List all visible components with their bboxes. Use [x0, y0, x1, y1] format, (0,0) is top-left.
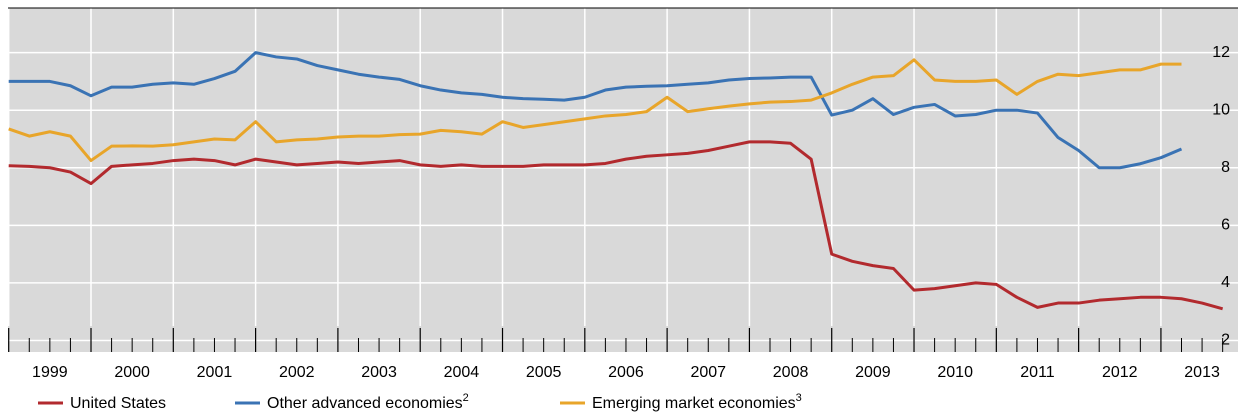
x-tick-label: 2011	[1020, 364, 1055, 381]
x-tick-label: 2008	[773, 364, 809, 381]
y-tick-label: 8	[1221, 159, 1230, 176]
legend-label: Emerging market economies3	[592, 392, 802, 412]
legend-superscript: 2	[463, 392, 469, 404]
series-line	[8, 51, 1183, 170]
y-tick-label: 4	[1221, 274, 1230, 291]
y-tick-label: 2	[1221, 332, 1230, 349]
plot-area	[8, 8, 1238, 352]
x-tick-label: 2000	[114, 364, 150, 381]
series-line	[8, 140, 1224, 311]
legend-superscript: 3	[796, 392, 802, 404]
x-tick-label: 2005	[526, 364, 562, 381]
legend-name: Emerging market economies	[592, 395, 796, 412]
x-tick-label: 2010	[937, 364, 973, 381]
x-tick-label: 2001	[197, 364, 233, 381]
x-tick-label: 2004	[444, 364, 480, 381]
series-line	[8, 58, 1182, 163]
legend-label: Other advanced economies2	[267, 392, 469, 412]
legend-name: United States	[70, 395, 166, 412]
x-tick-label: 1999	[32, 364, 68, 381]
x-tick-label: 2003	[361, 364, 397, 381]
x-tick-label: 2007	[690, 364, 726, 381]
x-tick-label: 2009	[855, 364, 891, 381]
legend-name: Other advanced economies	[267, 395, 463, 412]
y-tick-label: 10	[1212, 101, 1230, 118]
y-tick-label: 6	[1221, 217, 1230, 234]
x-tick-label: 2013	[1184, 364, 1220, 381]
legend-label: United States	[70, 395, 166, 412]
x-tick-label: 2006	[608, 364, 644, 381]
x-tick-label: 2002	[279, 364, 315, 381]
x-tick-label: 2012	[1102, 364, 1138, 381]
y-tick-label: 12	[1212, 44, 1230, 61]
